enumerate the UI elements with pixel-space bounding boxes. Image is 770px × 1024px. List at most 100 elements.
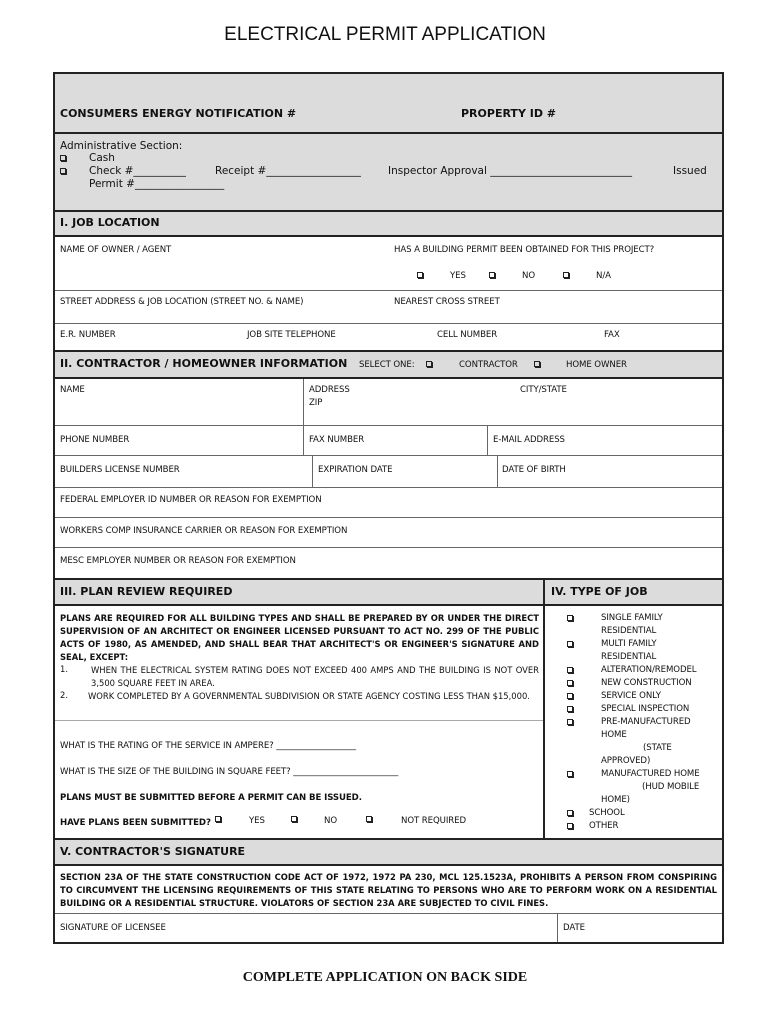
street-address-field[interactable]: STREET ADDRESS & JOB LOCATION (STREET NO…	[60, 297, 304, 307]
job-type-label: PRE-MANUFACTURED	[601, 717, 691, 727]
job-type-label: OTHER	[589, 821, 619, 831]
job-type-label: (STATE	[643, 743, 672, 753]
job-type-label: SCHOOL	[589, 808, 625, 818]
address-field[interactable]: ADDRESS	[309, 385, 350, 395]
cash-checkbox[interactable]	[60, 155, 66, 161]
builders-license-field[interactable]: BUILDERS LICENSE NUMBER	[60, 465, 180, 475]
plans-no-checkbox[interactable]	[291, 816, 297, 822]
admin-label: Administrative Section:	[60, 140, 183, 152]
plan-review-title: III. PLAN REVIEW REQUIRED	[60, 585, 233, 598]
contractor-title: II. CONTRACTOR / HOMEOWNER INFORMATION	[60, 357, 348, 370]
signature-body	[53, 864, 724, 944]
cross-street-field[interactable]: NEAREST CROSS STREET	[394, 297, 500, 307]
email-field[interactable]: E-MAIL ADDRESS	[493, 435, 565, 445]
er-number-field[interactable]: E.R. NUMBER	[60, 330, 116, 340]
receipt-field[interactable]: Receipt #__________________	[215, 165, 361, 177]
expiration-date-field[interactable]: EXPIRATION DATE	[318, 465, 393, 475]
job-type-label: RESIDENTIAL	[601, 652, 657, 662]
check-checkbox[interactable]	[60, 168, 66, 174]
job-type-checkbox[interactable]	[567, 680, 573, 686]
exception-2: WORK COMPLETED BY A GOVERNMENTAL SUBDIVI…	[88, 691, 530, 701]
signature-date-field[interactable]: DATE	[563, 923, 585, 933]
phone-number-field[interactable]: PHONE NUMBER	[60, 435, 130, 445]
job-type-label: MULTI FAMILY	[601, 639, 657, 649]
contractor-checkbox[interactable]	[426, 361, 432, 367]
permit-yes-checkbox[interactable]	[417, 272, 423, 278]
zip-field[interactable]: ZIP	[309, 398, 323, 408]
permit-yes-label: YES	[450, 271, 466, 281]
date-of-birth-field[interactable]: DATE OF BIRTH	[502, 465, 566, 475]
job-type-label: ALTERATION/REMODEL	[601, 665, 697, 675]
home-owner-checkbox[interactable]	[534, 361, 540, 367]
job-type-checkbox[interactable]	[567, 641, 573, 647]
owner-agent-field[interactable]: NAME OF OWNER / AGENT	[60, 245, 172, 255]
plans-yes-label: YES	[249, 816, 265, 826]
mesc-employer-field[interactable]: MESC EMPLOYER NUMBER OR REASON FOR EXEMP…	[60, 556, 296, 566]
plans-not-required-label: NOT REQUIRED	[401, 816, 466, 826]
licensee-signature-field[interactable]: SIGNATURE OF LICENSEE	[60, 923, 166, 933]
exception-2-number: 2.	[60, 690, 68, 700]
job-type-label: SPECIAL INSPECTION	[601, 704, 690, 714]
inspector-approval-field[interactable]: Inspector Approval _____________________…	[388, 165, 632, 177]
job-type-label: SERVICE ONLY	[601, 691, 661, 701]
permit-field[interactable]: Permit #_________________	[89, 178, 225, 190]
plans-no-label: NO	[324, 816, 337, 826]
exception-1: WHEN THE ELECTRICAL SYSTEM RATING DOES N…	[91, 665, 539, 688]
check-field[interactable]: Check #__________	[89, 165, 186, 177]
signature-title: V. CONTRACTOR'S SIGNATURE	[60, 845, 246, 858]
job-type-label: HOME)	[601, 795, 630, 805]
workers-comp-field[interactable]: WORKERS COMP INSURANCE CARRIER OR REASON…	[60, 526, 348, 536]
fax-number-field[interactable]: FAX NUMBER	[309, 435, 365, 445]
property-id-label: PROPERTY ID #	[461, 107, 557, 120]
cell-number-field[interactable]: CELL NUMBER	[437, 330, 498, 340]
job-type-checkbox[interactable]	[567, 771, 573, 777]
job-site-telephone-field[interactable]: JOB SITE TELEPHONE	[247, 330, 336, 340]
building-permit-question: HAS A BUILDING PERMIT BEEN OBTAINED FOR …	[394, 245, 655, 255]
home-owner-label: HOME OWNER	[566, 360, 627, 370]
permit-no-label: NO	[522, 271, 535, 281]
contractor-body	[53, 377, 724, 580]
job-type-label: RESIDENTIAL	[601, 626, 657, 636]
issued-label: Issued	[673, 165, 707, 177]
city-state-field[interactable]: CITY/STATE	[520, 385, 567, 395]
plans-submitted-question: HAVE PLANS BEEN SUBMITTED?	[60, 818, 211, 828]
plan-intro: PLANS ARE REQUIRED FOR ALL BUILDING TYPE…	[60, 613, 539, 662]
select-one-label: SELECT ONE:	[359, 360, 415, 370]
permit-na-label: N/A	[596, 271, 611, 281]
exception-1-number: 1.	[60, 664, 68, 674]
consumers-energy-label: CONSUMERS ENERGY NOTIFICATION #	[60, 107, 297, 120]
job-type-checkbox[interactable]	[567, 667, 573, 673]
admin-section	[53, 132, 724, 212]
cash-label: Cash	[89, 152, 115, 164]
job-type-checkbox[interactable]	[567, 615, 573, 621]
job-type-label: APPROVED)	[601, 756, 651, 766]
job-type-checkbox[interactable]	[567, 810, 573, 816]
job-type-label: HOME	[601, 730, 627, 740]
service-rating-field[interactable]: WHAT IS THE RATING OF THE SERVICE IN AMP…	[60, 741, 356, 751]
building-size-field[interactable]: WHAT IS THE SIZE OF THE BUILDING IN SQUA…	[60, 767, 399, 777]
federal-employer-id-field[interactable]: FEDERAL EMPLOYER ID NUMBER OR REASON FOR…	[60, 495, 322, 505]
section-23a-notice: SECTION 23A OF THE STATE CONSTRUCTION CO…	[60, 872, 717, 908]
name-field[interactable]: NAME	[60, 385, 85, 395]
type-of-job-title: IV. TYPE OF JOB	[551, 585, 648, 598]
contractor-label: CONTRACTOR	[459, 360, 518, 370]
job-type-checkbox[interactable]	[567, 719, 573, 725]
page-title: ELECTRICAL PERMIT APPLICATION	[224, 24, 546, 45]
footer-note: COMPLETE APPLICATION ON BACK SIDE	[242, 970, 528, 985]
permit-no-checkbox[interactable]	[489, 272, 495, 278]
job-type-label: SINGLE FAMILY	[601, 613, 663, 623]
plans-yes-checkbox[interactable]	[215, 816, 221, 822]
job-type-label: NEW CONSTRUCTION	[601, 678, 692, 688]
job-type-label: (HUD MOBILE	[642, 782, 700, 792]
job-type-checkbox[interactable]	[567, 706, 573, 712]
permit-na-checkbox[interactable]	[563, 272, 569, 278]
job-location-title: I. JOB LOCATION	[60, 216, 160, 229]
top-section	[53, 72, 724, 134]
job-location-header	[53, 210, 724, 237]
plans-not-required-checkbox[interactable]	[366, 816, 372, 822]
job-type-checkbox[interactable]	[567, 823, 573, 829]
fax-field[interactable]: FAX	[604, 330, 620, 340]
job-type-checkbox[interactable]	[567, 693, 573, 699]
plans-must-notice: PLANS MUST BE SUBMITTED BEFORE A PERMIT …	[60, 793, 362, 803]
job-type-label: MANUFACTURED HOME	[601, 769, 700, 779]
